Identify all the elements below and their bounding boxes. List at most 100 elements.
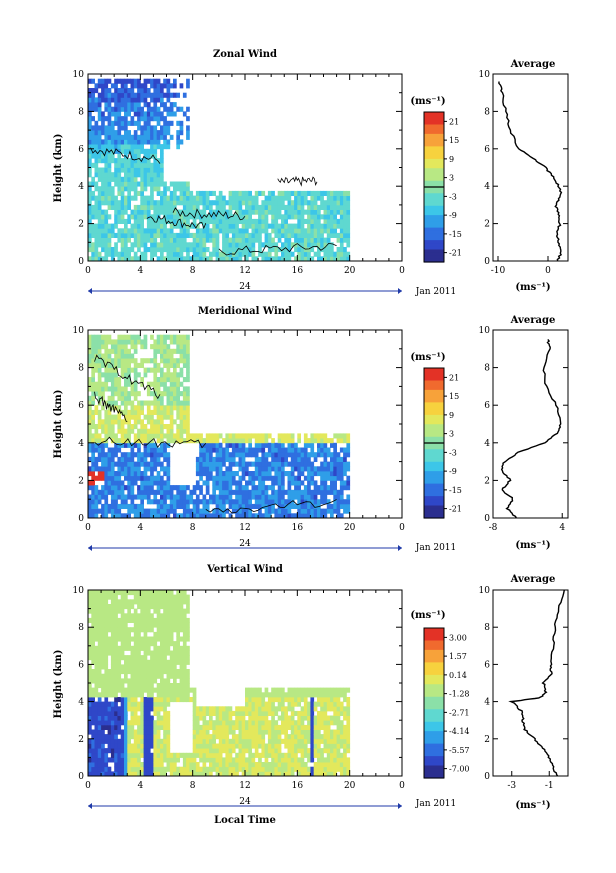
heatmap-cell <box>120 78 125 84</box>
heatmap-cell <box>88 701 92 707</box>
heatmap-cell <box>140 622 144 628</box>
heatmap-cell <box>160 771 164 777</box>
heatmap-cell <box>238 766 243 772</box>
heatmap-cell <box>323 489 328 495</box>
heatmap-cell <box>323 228 328 234</box>
heatmap-cell <box>297 485 301 491</box>
heatmap-cell <box>91 631 95 637</box>
heatmap-cell <box>94 214 99 220</box>
heatmap-cell <box>124 692 128 698</box>
heatmap-cell <box>143 428 148 434</box>
heatmap-cell <box>153 599 158 605</box>
heatmap-cell <box>140 228 144 234</box>
heatmap-cell <box>104 232 109 238</box>
heatmap-cell <box>150 475 154 481</box>
heatmap-cell <box>137 655 141 661</box>
heatmap-cell <box>192 200 197 206</box>
heatmap-cell <box>218 456 223 462</box>
heatmap-cell <box>300 503 305 509</box>
heatmap-cell <box>271 223 275 229</box>
heatmap-cell <box>94 669 99 675</box>
heatmap-cell <box>140 237 144 243</box>
heatmap-cell <box>245 471 249 477</box>
heatmap-cell <box>346 204 351 210</box>
heatmap-cell <box>124 594 128 600</box>
heatmap-cell <box>248 475 252 481</box>
heatmap-cell <box>336 247 341 253</box>
heatmap-cell <box>281 232 285 238</box>
heatmap-cell <box>110 617 115 623</box>
heatmap-cell <box>97 757 102 763</box>
heatmap-cell <box>287 494 292 500</box>
heatmap-cell <box>156 604 161 610</box>
heatmap-cell <box>143 701 148 707</box>
heatmap-cell <box>182 631 187 637</box>
heatmap-cell <box>88 144 92 150</box>
heatmap-cell <box>133 395 138 401</box>
heatmap-cell <box>182 664 187 670</box>
heatmap-cell <box>225 710 230 716</box>
heatmap-cell <box>146 433 151 439</box>
heatmap-cell <box>117 738 122 744</box>
heatmap-cell <box>173 83 177 89</box>
heatmap-cell <box>104 144 109 150</box>
heatmap-cell <box>166 452 171 458</box>
heatmap-cell <box>218 204 223 210</box>
heatmap-cell <box>205 499 210 505</box>
heatmap-cell <box>91 414 95 420</box>
heatmap-cell <box>205 200 210 206</box>
heatmap-cell <box>124 395 128 401</box>
heatmap-cell <box>156 348 161 354</box>
heatmap-cell <box>160 673 164 679</box>
heatmap-cell <box>271 503 275 509</box>
heatmap-cell <box>218 508 223 514</box>
heatmap-cell <box>261 456 266 462</box>
heatmap-cell <box>222 494 226 500</box>
heatmap-cell <box>156 645 161 651</box>
heatmap-cell <box>88 631 92 637</box>
heatmap-cell <box>205 461 210 467</box>
heatmap-cell <box>294 442 298 448</box>
heatmap-cell <box>163 590 167 596</box>
heatmap-cell <box>124 466 128 472</box>
heatmap-cell <box>117 153 122 159</box>
heatmap-cell <box>343 461 347 467</box>
heatmap-cell <box>153 762 158 768</box>
heatmap-cell <box>117 414 122 420</box>
heatmap-cell <box>120 344 125 350</box>
heatmap-cell <box>153 645 158 651</box>
heatmap-cell <box>133 673 138 679</box>
heatmap-cell <box>294 256 298 262</box>
heatmap-cell <box>166 697 171 703</box>
heatmap-cell <box>166 508 171 514</box>
heatmap-cell <box>300 200 305 206</box>
meridional-wind-title: Meridional Wind <box>198 306 292 317</box>
heatmap-cell <box>137 627 141 633</box>
heatmap-cell <box>179 130 184 136</box>
heatmap-cell <box>254 232 259 238</box>
heatmap-cell <box>195 710 200 716</box>
heatmap-cell <box>163 218 167 224</box>
heatmap-cell <box>127 475 131 481</box>
heatmap-cell <box>133 102 138 108</box>
heatmap-cell <box>130 659 135 665</box>
heatmap-cell <box>326 452 331 458</box>
heatmap-cell <box>254 223 259 229</box>
heatmap-cell <box>336 466 341 472</box>
heatmap-cell <box>218 743 223 749</box>
heatmap-cell <box>91 242 95 248</box>
heatmap-cell <box>114 766 118 772</box>
heatmap-cell <box>146 167 151 173</box>
heatmap-cell <box>182 771 187 777</box>
heatmap-cell <box>254 485 259 491</box>
heatmap-cell <box>156 734 161 740</box>
heatmap-cell <box>117 228 122 234</box>
heatmap-cell <box>137 242 141 248</box>
colorbar-swatch <box>424 215 444 219</box>
heatmap-cell <box>248 242 252 248</box>
heatmap-cell <box>146 102 151 108</box>
heatmap-cell <box>143 673 148 679</box>
heatmap-cell <box>156 78 161 84</box>
heatmap-cell <box>176 134 180 140</box>
heatmap-cell <box>339 494 344 500</box>
